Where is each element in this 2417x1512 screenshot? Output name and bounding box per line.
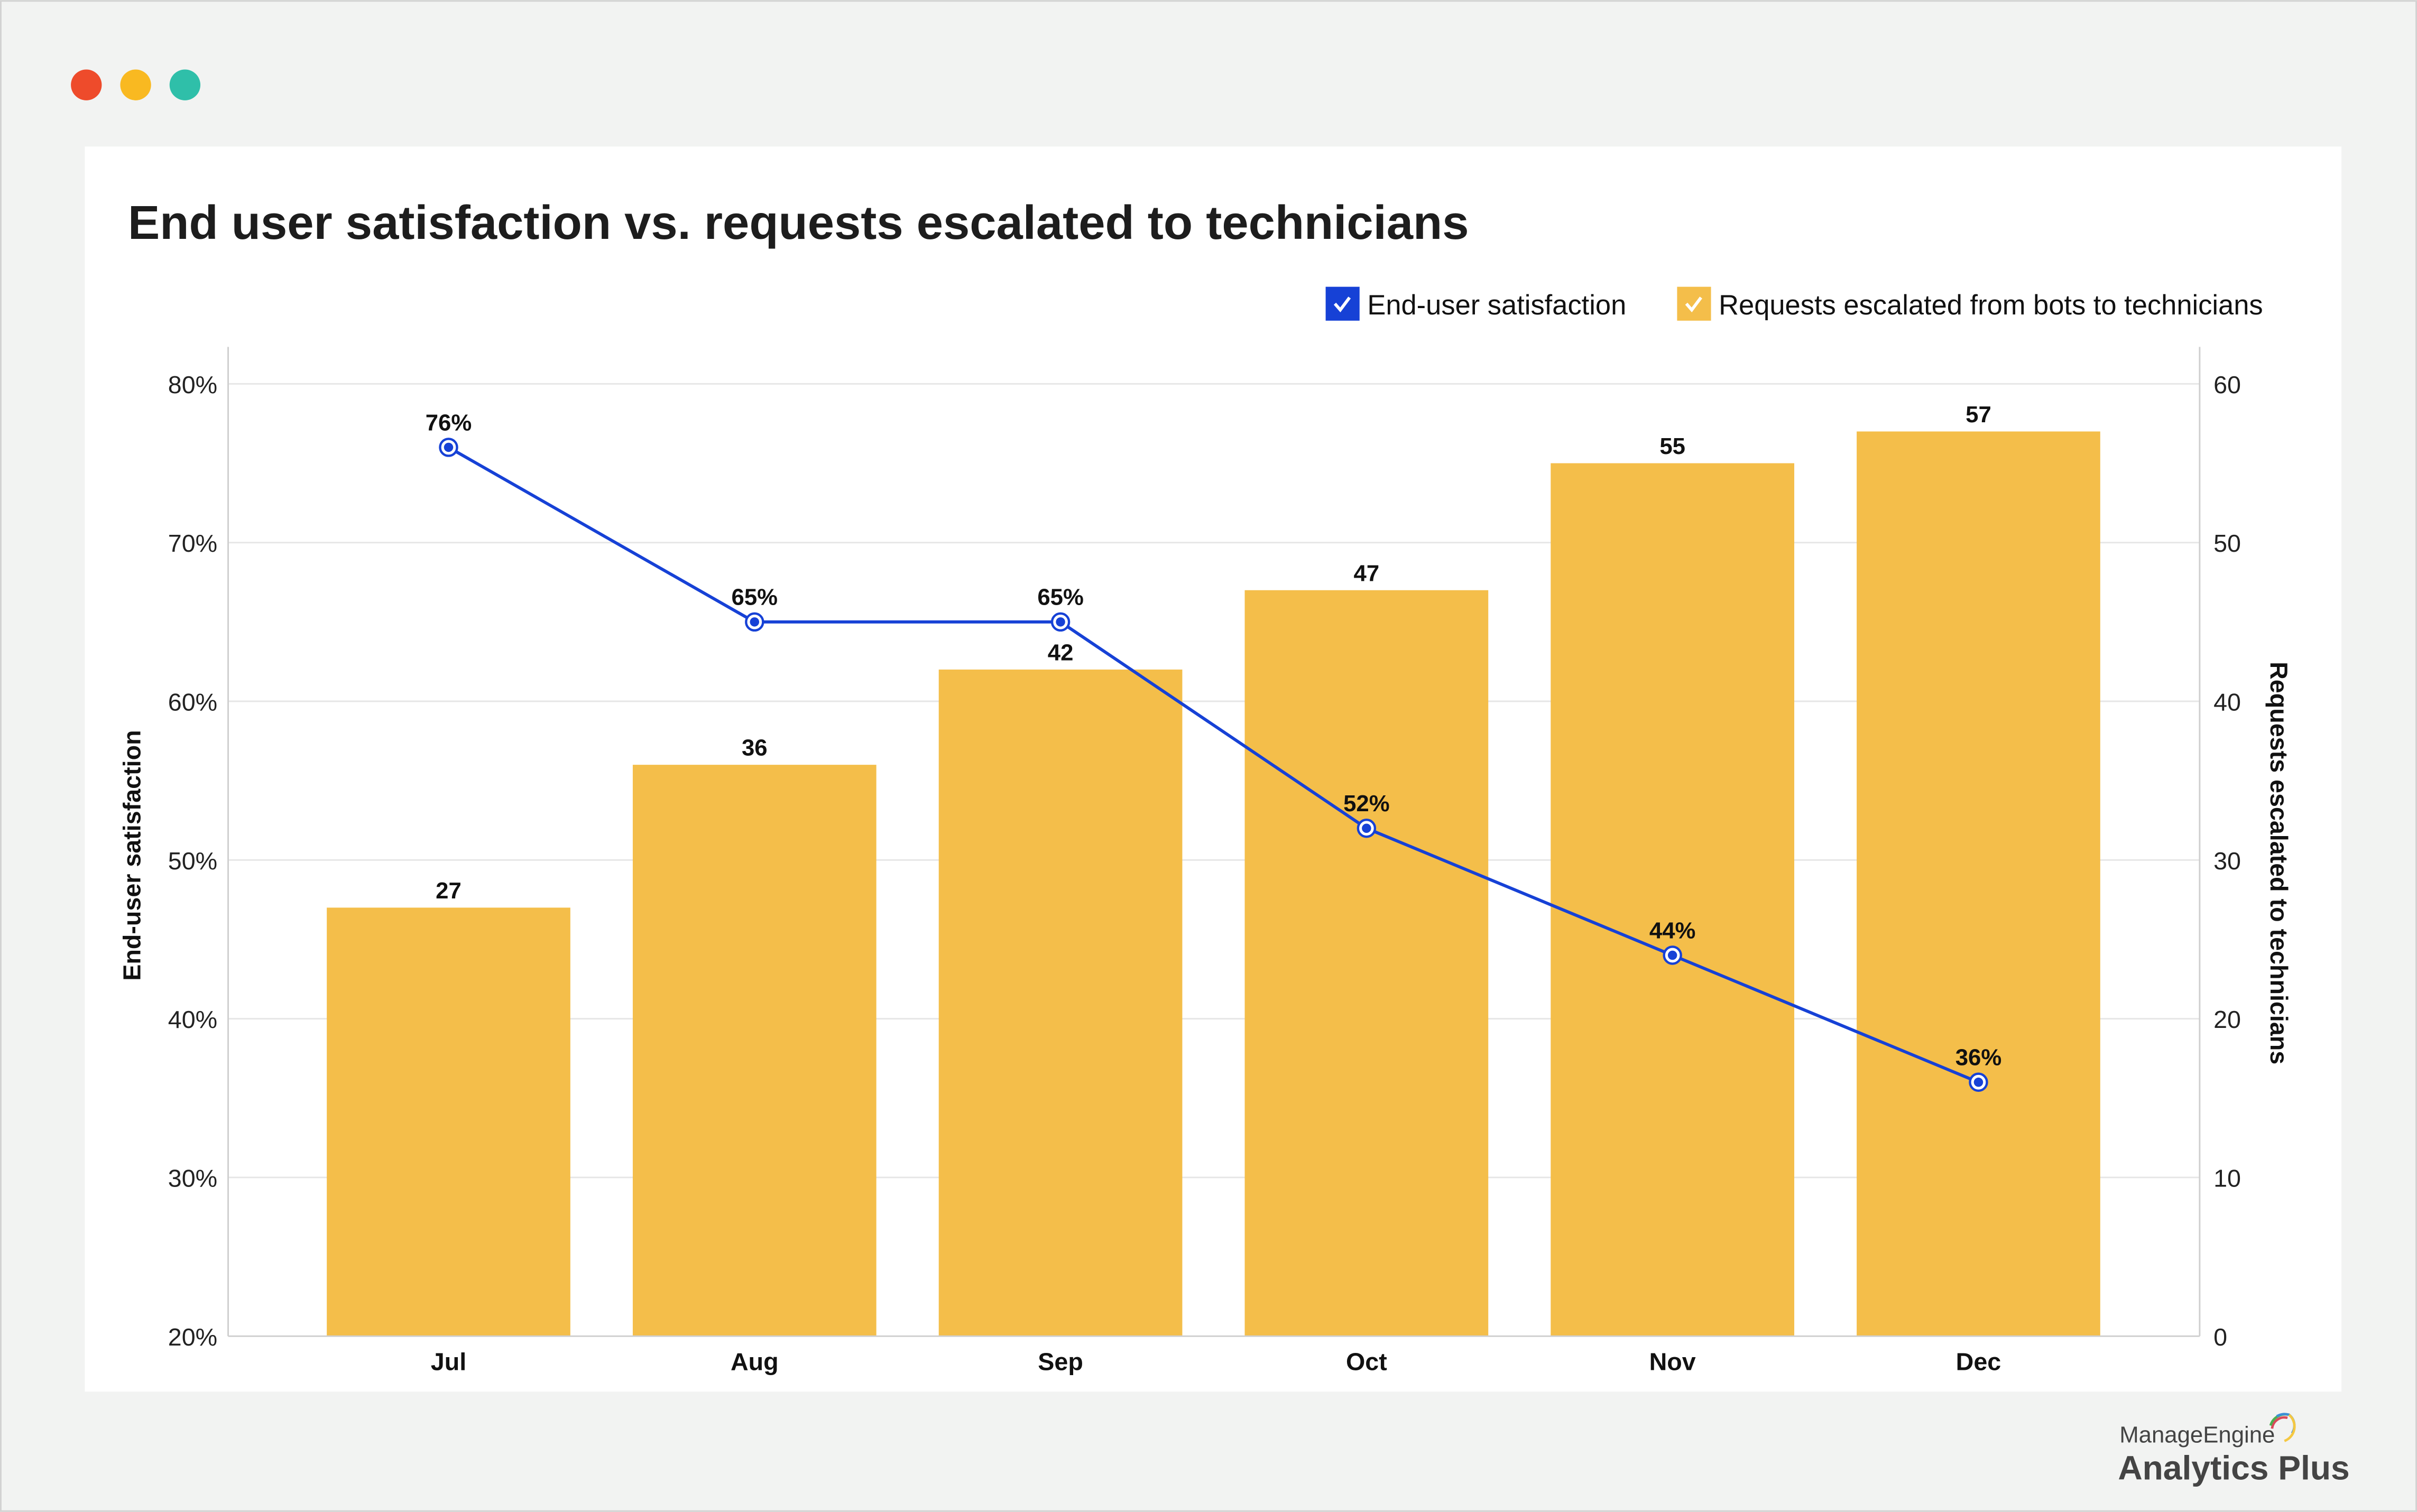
- legend-item-satisfaction[interactable]: End-user satisfaction: [1325, 286, 1627, 321]
- bar-series: 27 36 42 47 55 57: [327, 402, 2100, 1337]
- y-right-tick-label: 10: [2213, 1164, 2241, 1192]
- axes: 20% 30% 40% 50% 60% 70% 80% 0 10 20 30 40 50 60 Jul Aug…: [168, 347, 2241, 1375]
- x-tick-label: Jul: [431, 1348, 466, 1375]
- bar-oct: [1244, 590, 1489, 1337]
- bar-data-label: 47: [1354, 560, 1380, 586]
- window-maximize-button[interactable]: [169, 69, 201, 100]
- bar-data-label: 42: [1048, 639, 1074, 665]
- point-core: [1667, 950, 1677, 960]
- bar-data-label: 27: [436, 878, 462, 904]
- point-core: [750, 617, 760, 627]
- y-right-tick-label: 40: [2213, 688, 2241, 716]
- checkbox-checked-icon[interactable]: [1677, 286, 1711, 321]
- point-data-label: 76%: [426, 410, 472, 435]
- brand-logo: ManageEngine Analytics Plus: [2118, 1413, 2350, 1487]
- bar-nov: [1551, 463, 1795, 1337]
- point-data-label: 52%: [1343, 791, 1390, 817]
- brand-line1: ManageEngine: [2119, 1422, 2275, 1448]
- y-left-tick-label: 20%: [168, 1323, 217, 1351]
- point-data-label: 44%: [1649, 917, 1696, 943]
- y-left-tick-label: 30%: [168, 1164, 217, 1192]
- x-tick-label: Nov: [1649, 1348, 1696, 1375]
- y-right-tick-label: 20: [2213, 1006, 2241, 1033]
- point-core: [1973, 1078, 1984, 1087]
- bar-dec: [1857, 431, 2100, 1337]
- window-minimize-button[interactable]: [120, 69, 151, 100]
- x-tick-label: Sep: [1038, 1348, 1083, 1375]
- x-tick-label: Oct: [1346, 1348, 1387, 1375]
- bar-sep: [938, 669, 1183, 1337]
- y-right-axis-title: Requests escalated to technicians: [2265, 662, 2293, 1064]
- y-left-tick-label: 80%: [168, 371, 217, 398]
- x-tick-label: Dec: [1956, 1348, 2001, 1375]
- legend: End-user satisfaction Requests escalated…: [1325, 286, 2263, 321]
- y-left-axis-title: End-user satisfaction: [118, 730, 145, 980]
- point-data-label: 36%: [1955, 1045, 2002, 1071]
- chart-title: End user satisfaction vs. requests escal…: [128, 196, 1469, 249]
- y-left-tick-label: 60%: [168, 688, 217, 716]
- legend-label: Requests escalated from bots to technici…: [1719, 290, 2263, 321]
- bar-data-label: 36: [742, 735, 768, 761]
- y-left-tick-label: 40%: [168, 1006, 217, 1033]
- brand-line2: Analytics Plus: [2118, 1449, 2349, 1487]
- y-left-tick-label: 50%: [168, 847, 217, 875]
- point-data-label: 65%: [1037, 585, 1084, 610]
- bar-data-label: 55: [1659, 433, 1685, 459]
- bar-jul: [327, 907, 570, 1337]
- bar-aug: [632, 765, 877, 1337]
- legend-label: End-user satisfaction: [1367, 290, 1626, 321]
- point-data-label: 65%: [732, 585, 778, 610]
- x-tick-label: Aug: [731, 1348, 779, 1375]
- y-right-tick-label: 0: [2213, 1323, 2227, 1351]
- window-close-button[interactable]: [71, 69, 102, 100]
- satisfaction-line: [448, 446, 1979, 1084]
- y-left-tick-label: 70%: [168, 530, 217, 557]
- window-controls: [71, 69, 201, 100]
- checkbox-checked-icon[interactable]: [1325, 286, 1360, 321]
- bar-data-label: 57: [1966, 402, 1991, 428]
- line-series: 76% 65% 65% 52% 44% 36%: [426, 410, 2002, 1092]
- point-core: [1362, 823, 1371, 833]
- y-right-tick-label: 30: [2213, 847, 2241, 875]
- point-core: [1056, 617, 1065, 627]
- point-core: [444, 442, 454, 452]
- legend-item-requests[interactable]: Requests escalated from bots to technici…: [1677, 286, 2263, 321]
- y-right-tick-label: 50: [2213, 530, 2241, 557]
- y-right-tick-label: 60: [2213, 371, 2241, 398]
